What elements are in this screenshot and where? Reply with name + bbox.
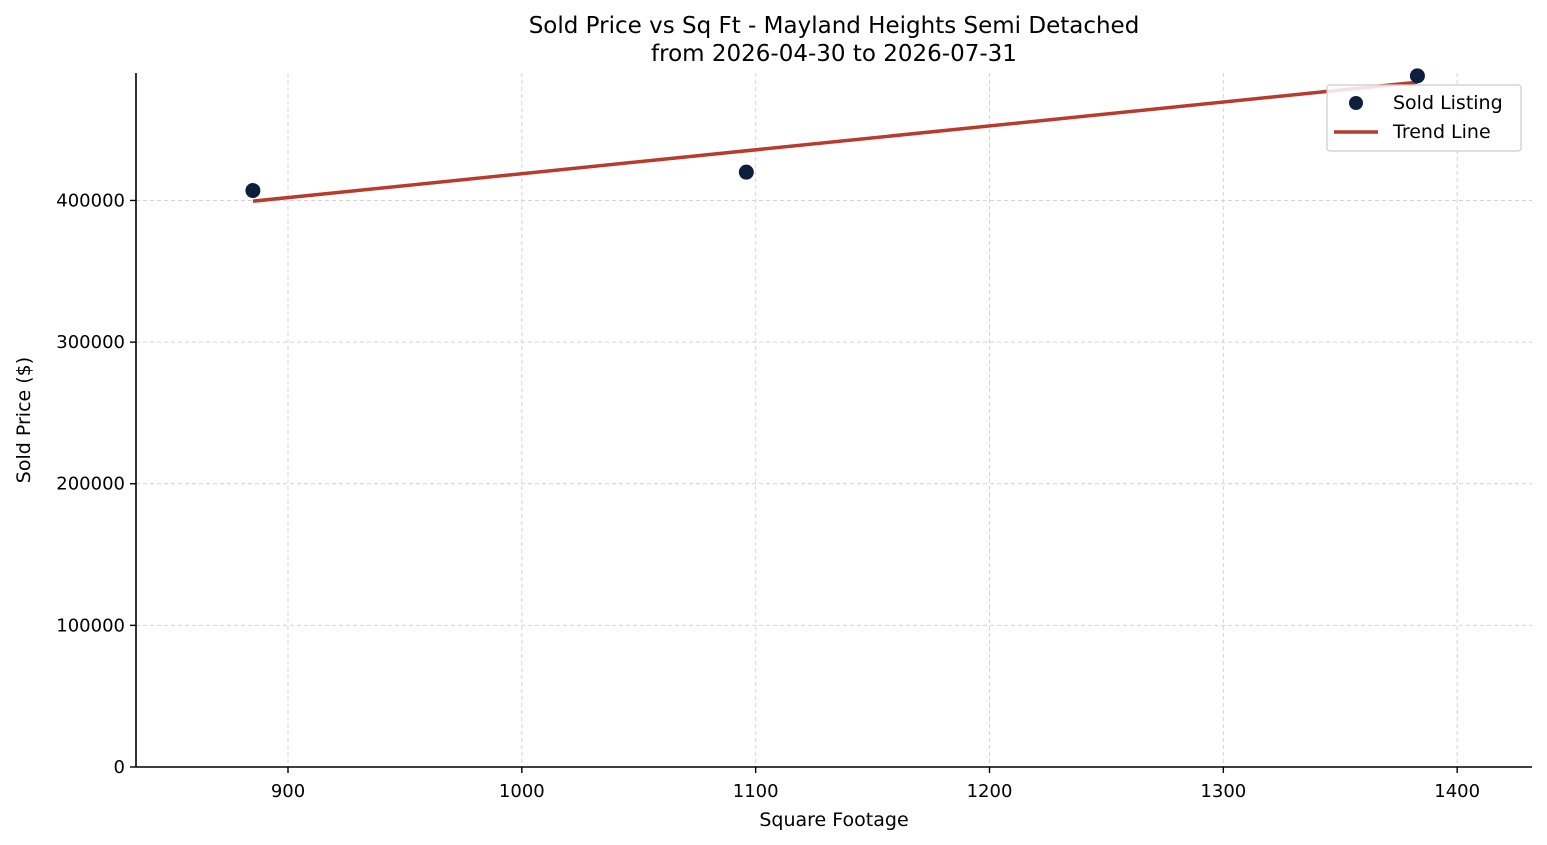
y-tick-label: 300000 (56, 332, 125, 353)
x-tick-label: 1200 (967, 781, 1013, 802)
scatter-points-layer (245, 68, 1425, 199)
scatter-point (738, 164, 754, 180)
legend: Sold Listing Trend Line (1326, 84, 1522, 152)
trend-line (252, 80, 1418, 203)
y-tick-label: 100000 (56, 615, 125, 636)
y-tick-label: 400000 (56, 190, 125, 211)
x-tick-label: 900 (271, 781, 305, 802)
legend-box (1326, 84, 1522, 152)
chart-subtitle: from 2026-04-30 to 2026-07-31 (651, 41, 1017, 67)
x-tick-label: 1400 (1434, 781, 1480, 802)
y-tick-label: 200000 (56, 474, 125, 495)
chart-title: Sold Price vs Sq Ft - Mayland Heights Se… (529, 13, 1140, 39)
y-tick-label: 0 (114, 757, 125, 778)
y-axis-ticks: 0 100000 200000 300000 400000 (56, 190, 136, 778)
x-tick-label: 1300 (1200, 781, 1246, 802)
y-axis-label: Sold Price ($) (13, 357, 35, 483)
scatter-point (1409, 68, 1425, 84)
trend-line-layer (252, 80, 1418, 203)
x-axis-ticks: 900 1000 1100 1200 1300 1400 (271, 767, 1480, 802)
x-tick-label: 1100 (733, 781, 779, 802)
x-axis-label: Square Footage (759, 809, 908, 831)
grid-lines (136, 73, 1532, 767)
legend-marker-sold-listing (1349, 96, 1363, 110)
legend-label-trend-line: Trend Line (1392, 121, 1491, 143)
x-tick-label: 1000 (499, 781, 545, 802)
scatter-point (245, 183, 261, 199)
legend-label-sold-listing: Sold Listing (1393, 92, 1503, 114)
